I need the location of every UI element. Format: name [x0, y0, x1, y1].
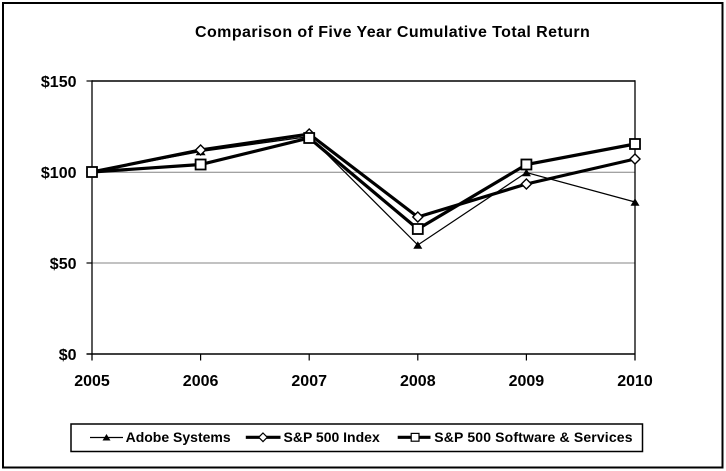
- svg-text:Adobe Systems: Adobe Systems: [126, 429, 231, 445]
- svg-text:S&P 500 Software & Services: S&P 500 Software & Services: [434, 429, 632, 445]
- svg-text:$50: $50: [50, 256, 77, 273]
- svg-text:2007: 2007: [291, 373, 327, 390]
- svg-text:2005: 2005: [74, 373, 110, 390]
- svg-text:$150: $150: [41, 74, 77, 91]
- svg-text:$100: $100: [41, 165, 77, 182]
- svg-text:S&P 500 Index: S&P 500 Index: [284, 429, 380, 445]
- svg-text:$0: $0: [59, 347, 77, 364]
- svg-text:2008: 2008: [400, 373, 436, 390]
- svg-text:2010: 2010: [617, 373, 653, 390]
- svg-text:Comparison of Five Year Cumula: Comparison of Five Year Cumulative Total…: [195, 24, 590, 41]
- svg-text:2006: 2006: [183, 373, 219, 390]
- svg-text:2009: 2009: [509, 373, 545, 390]
